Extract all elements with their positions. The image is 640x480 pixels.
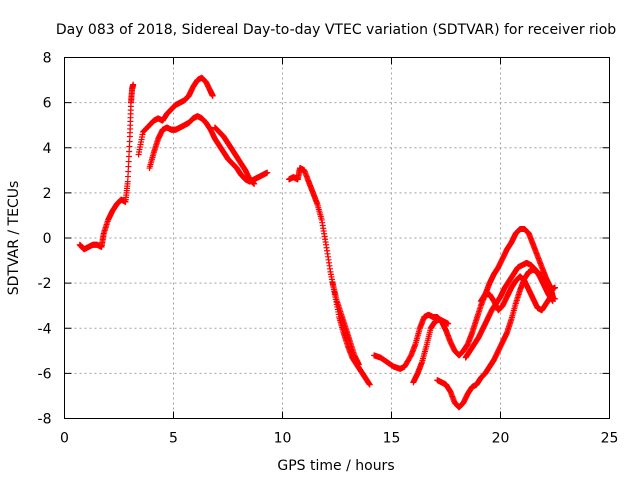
data-point xyxy=(130,81,137,88)
chart-title: Day 083 of 2018, Sidereal Day-to-day VTE… xyxy=(56,22,616,38)
series-pass-f xyxy=(329,280,362,368)
y-tick-label: -6 xyxy=(38,366,52,382)
data-point xyxy=(124,178,131,185)
data-point xyxy=(126,148,133,155)
data-point xyxy=(125,153,132,160)
series-pass-a xyxy=(76,81,137,253)
y-tick-label: 4 xyxy=(43,141,52,157)
x-tick-labels: 0 5 10 15 20 25 xyxy=(60,431,618,447)
data-point xyxy=(126,138,133,145)
x-tick-label: 5 xyxy=(169,431,178,447)
series-pass-h xyxy=(410,316,452,386)
y-tick-label: -8 xyxy=(38,412,52,428)
y-axis-title: SDTVAR / TECUs xyxy=(6,181,22,296)
tick-layer xyxy=(64,57,610,419)
x-tick-label: 25 xyxy=(601,431,619,447)
series-pass-d xyxy=(211,124,258,187)
data-point xyxy=(445,320,452,327)
y-tick-label: -4 xyxy=(38,321,52,337)
y-tick-label: 2 xyxy=(43,186,52,202)
y-tick-labels: -8 -6 -4 -2 0 2 4 6 8 xyxy=(38,51,52,428)
data-point xyxy=(552,284,558,291)
data-point xyxy=(125,163,132,170)
grid-layer xyxy=(64,57,610,419)
data-point xyxy=(264,169,271,176)
data-point xyxy=(366,381,373,388)
data-point xyxy=(124,173,131,180)
series-pass-g xyxy=(371,225,556,372)
y-tick-label: 6 xyxy=(43,96,52,112)
data-point xyxy=(552,295,558,302)
y-tick-label: 0 xyxy=(43,231,52,247)
data-point xyxy=(355,361,362,368)
data-point xyxy=(251,180,258,187)
y-tick-label: 8 xyxy=(43,51,52,67)
series-pass-e xyxy=(286,165,373,388)
x-tick-label: 0 xyxy=(60,431,69,447)
data-point xyxy=(126,143,133,150)
series-pass-c xyxy=(146,113,271,185)
data-point xyxy=(125,158,132,165)
x-tick-label: 15 xyxy=(383,431,401,447)
series-pass-i xyxy=(434,266,558,411)
x-tick-label: 10 xyxy=(274,431,292,447)
x-tick-label: 20 xyxy=(492,431,510,447)
y-tick-label: -2 xyxy=(38,276,52,292)
x-axis-title: GPS time / hours xyxy=(277,458,394,474)
data-points xyxy=(76,74,558,411)
series-pass-k xyxy=(477,273,558,314)
series-pass-b xyxy=(135,74,216,158)
data-point xyxy=(125,168,132,175)
data-point xyxy=(209,92,216,99)
